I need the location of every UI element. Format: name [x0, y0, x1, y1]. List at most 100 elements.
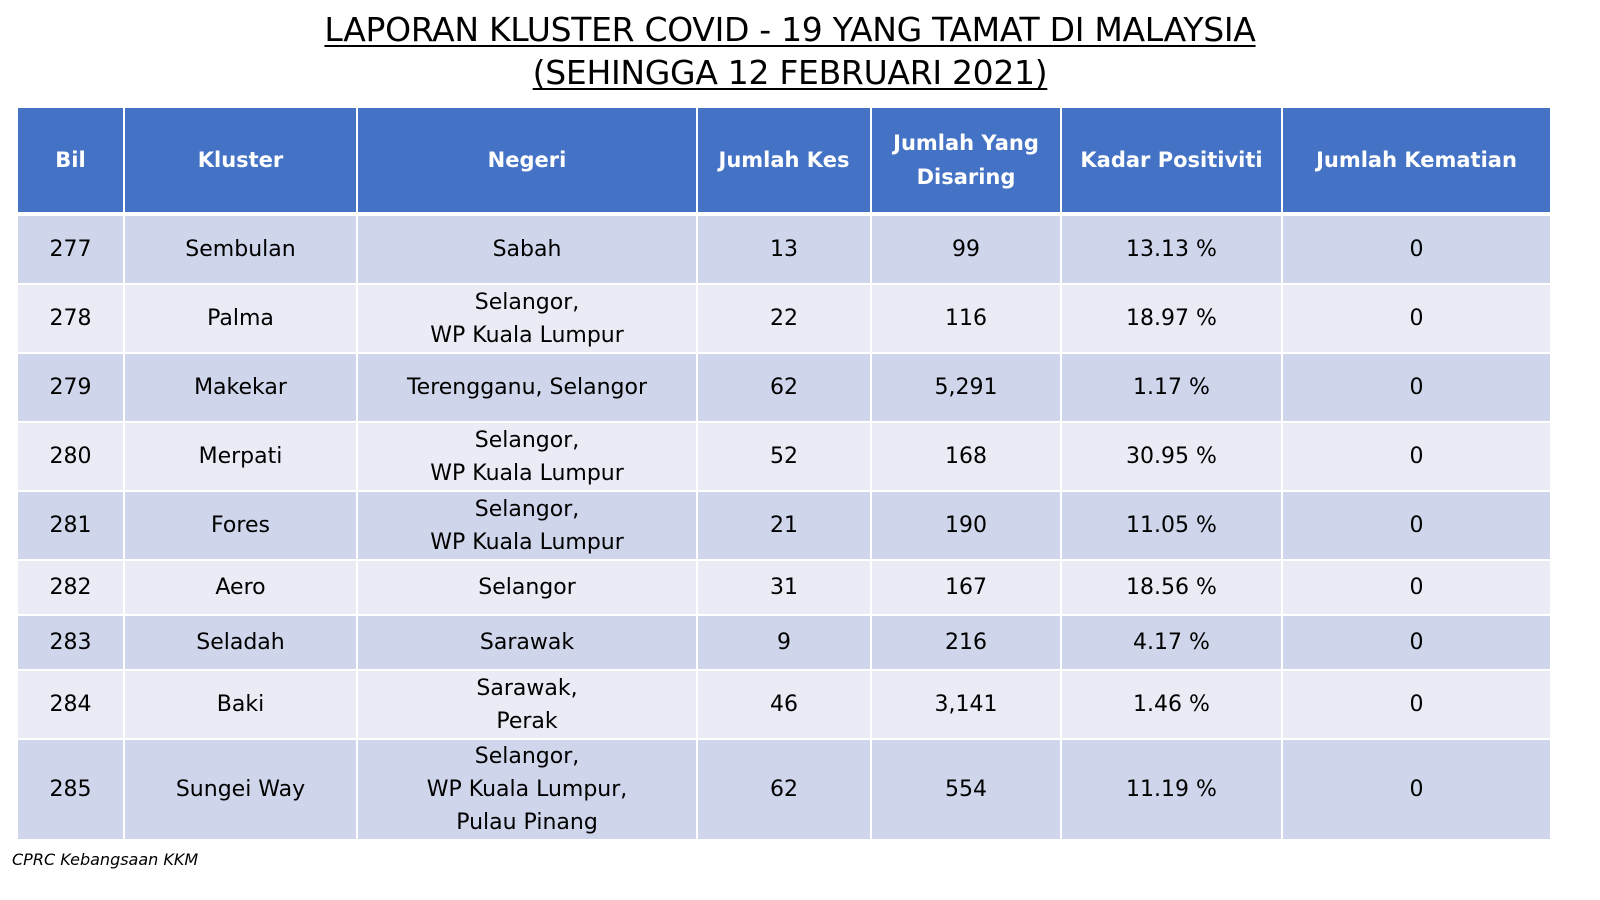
table-body: 277 Sembulan Sabah 13 99 13.13 % 0 278 Palma Sela…: [16, 214, 1552, 841]
table-row: 277 Sembulan Sabah 13 99 13.13 % 0: [16, 214, 1552, 285]
negeri-line: Sarawak: [479, 630, 575, 655]
negeri-line: Selangor,: [474, 427, 580, 453]
cell-kadar-positiviti: 30.95 %: [1060, 422, 1283, 492]
cell-bil: 283: [16, 615, 125, 671]
report-title: LAPORAN KLUSTER COVID - 19 YANG TAMAT DI…: [0, 8, 1580, 94]
cell-kadar-positiviti: 11.05 %: [1060, 491, 1283, 561]
cell-jumlah-kes: 52: [696, 422, 872, 492]
negeri-line: WP Kuala Lumpur: [430, 322, 624, 348]
cell-jumlah-disaring: 190: [870, 491, 1062, 561]
cell-jumlah-kes: 31: [696, 560, 872, 616]
cell-bil: 281: [16, 491, 125, 561]
cell-kluster: Aero: [123, 560, 358, 616]
cell-kluster: Baki: [123, 670, 358, 740]
title-line-2: (SEHINGGA 12 FEBRUARI 2021): [532, 53, 1048, 92]
cell-jumlah-disaring: 216: [870, 615, 1062, 671]
negeri-line: WP Kuala Lumpur: [430, 529, 624, 555]
source-footer: CPRC Kebangsaan KKM: [12, 850, 199, 869]
cell-negeri: Sarawak, Perak: [356, 670, 698, 740]
cell-kadar-positiviti: 11.19 %: [1060, 739, 1283, 841]
cell-bil: 278: [16, 284, 125, 354]
header-jumlah-kes: Jumlah Kes: [696, 108, 872, 216]
cell-jumlah-kes: 13: [696, 214, 872, 285]
table-row: 281 Fores Selangor, WP Kuala Lumpur 21 190 11.…: [16, 491, 1552, 561]
cell-negeri: Selangor, WP Kuala Lumpur, Pulau Pinang: [356, 739, 698, 841]
cell-kluster: Sungei Way: [123, 739, 358, 841]
header-bil: Bil: [16, 108, 125, 216]
cell-jumlah-disaring: 5,291: [870, 353, 1062, 423]
negeri-line: WP Kuala Lumpur,: [426, 777, 628, 802]
negeri-line: Sarawak,: [476, 675, 578, 701]
cell-kadar-positiviti: 1.46 %: [1060, 670, 1283, 740]
cell-negeri: Terengganu, Selangor: [356, 353, 698, 423]
cell-jumlah-kematian: 0: [1281, 491, 1552, 561]
negeri-line: Selangor: [478, 575, 576, 600]
table-row: 278 Palma Selangor, WP Kuala Lumpur 22 116 18.…: [16, 284, 1552, 354]
cell-bil: 279: [16, 353, 125, 423]
header-kluster: Kluster: [123, 108, 358, 216]
table-row: 279 Makekar Terengganu, Selangor 62 5,291 1.1…: [16, 353, 1552, 423]
cell-jumlah-kematian: 0: [1281, 214, 1552, 285]
negeri-line: Selangor,: [474, 496, 580, 522]
table-row: 280 Merpati Selangor, WP Kuala Lumpur 52 168 3…: [16, 422, 1552, 492]
negeri-line: Selangor,: [474, 744, 580, 769]
cell-jumlah-kes: 46: [696, 670, 872, 740]
cell-jumlah-kematian: 0: [1281, 560, 1552, 616]
cell-kluster: Seladah: [123, 615, 358, 671]
table-header-row: Bil Kluster Negeri Jumlah Kes Jumlah Yan…: [16, 108, 1552, 216]
cell-bil: 285: [16, 739, 125, 841]
cell-jumlah-kematian: 0: [1281, 353, 1552, 423]
cell-bil: 282: [16, 560, 125, 616]
cell-bil: 284: [16, 670, 125, 740]
table-row: 282 Aero Selangor 31 167 18.56 % 0: [16, 560, 1552, 616]
header-negeri: Negeri: [356, 108, 698, 216]
cell-jumlah-kes: 22: [696, 284, 872, 354]
cell-jumlah-disaring: 99: [870, 214, 1062, 285]
cell-negeri: Selangor, WP Kuala Lumpur: [356, 422, 698, 492]
cell-jumlah-kes: 62: [696, 353, 872, 423]
cell-kadar-positiviti: 18.97 %: [1060, 284, 1283, 354]
cell-jumlah-kes: 21: [696, 491, 872, 561]
cell-jumlah-kes: 9: [696, 615, 872, 671]
cell-jumlah-disaring: 168: [870, 422, 1062, 492]
cell-kadar-positiviti: 18.56 %: [1060, 560, 1283, 616]
cell-jumlah-kematian: 0: [1281, 670, 1552, 740]
cell-negeri: Selangor, WP Kuala Lumpur: [356, 491, 698, 561]
cell-kadar-positiviti: 1.17 %: [1060, 353, 1283, 423]
cell-kadar-positiviti: 4.17 %: [1060, 615, 1283, 671]
header-disaring-line-2: Disaring: [916, 165, 1016, 189]
title-line-1: LAPORAN KLUSTER COVID - 19 YANG TAMAT DI…: [324, 10, 1256, 49]
table-row: 283 Seladah Sarawak 9 216 4.17 % 0: [16, 615, 1552, 671]
cell-kluster: Palma: [123, 284, 358, 354]
table-row: 285 Sungei Way Selangor, WP Kuala Lumpur, Pu…: [16, 739, 1552, 841]
negeri-line: Pulau Pinang: [456, 810, 598, 835]
cell-jumlah-disaring: 3,141: [870, 670, 1062, 740]
cell-jumlah-disaring: 167: [870, 560, 1062, 616]
cell-kluster: Makekar: [123, 353, 358, 423]
cell-kadar-positiviti: 13.13 %: [1060, 214, 1283, 285]
header-disaring-line-1: Jumlah Yang: [893, 131, 1039, 155]
cell-negeri: Selangor, WP Kuala Lumpur: [356, 284, 698, 354]
cell-negeri: Sarawak: [356, 615, 698, 671]
cell-bil: 280: [16, 422, 125, 492]
cell-kluster: Fores: [123, 491, 358, 561]
cell-jumlah-disaring: 116: [870, 284, 1062, 354]
cell-jumlah-disaring: 554: [870, 739, 1062, 841]
cell-negeri: Selangor: [356, 560, 698, 616]
negeri-line: Sabah: [492, 237, 562, 262]
negeri-line: Perak: [496, 708, 558, 734]
cell-kluster: Merpati: [123, 422, 358, 492]
cell-jumlah-kematian: 0: [1281, 422, 1552, 492]
cell-jumlah-kematian: 0: [1281, 284, 1552, 354]
header-kadar-positiviti: Kadar Positiviti: [1060, 108, 1283, 216]
cell-negeri: Sabah: [356, 214, 698, 285]
negeri-line: WP Kuala Lumpur: [430, 460, 624, 486]
header-jumlah-disaring: Jumlah Yang Disaring: [870, 108, 1062, 216]
cell-kluster: Sembulan: [123, 214, 358, 285]
table-row: 284 Baki Sarawak, Perak 46 3,141 1.46 % 0: [16, 670, 1552, 740]
negeri-line: Selangor,: [474, 289, 580, 315]
cell-jumlah-kematian: 0: [1281, 739, 1552, 841]
negeri-line: Terengganu, Selangor: [406, 375, 648, 400]
cell-bil: 277: [16, 214, 125, 285]
cell-jumlah-kes: 62: [696, 739, 872, 841]
